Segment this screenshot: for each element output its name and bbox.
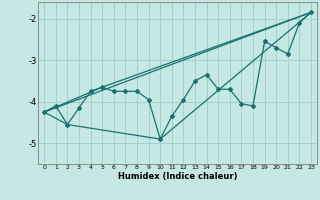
X-axis label: Humidex (Indice chaleur): Humidex (Indice chaleur) — [118, 172, 237, 181]
